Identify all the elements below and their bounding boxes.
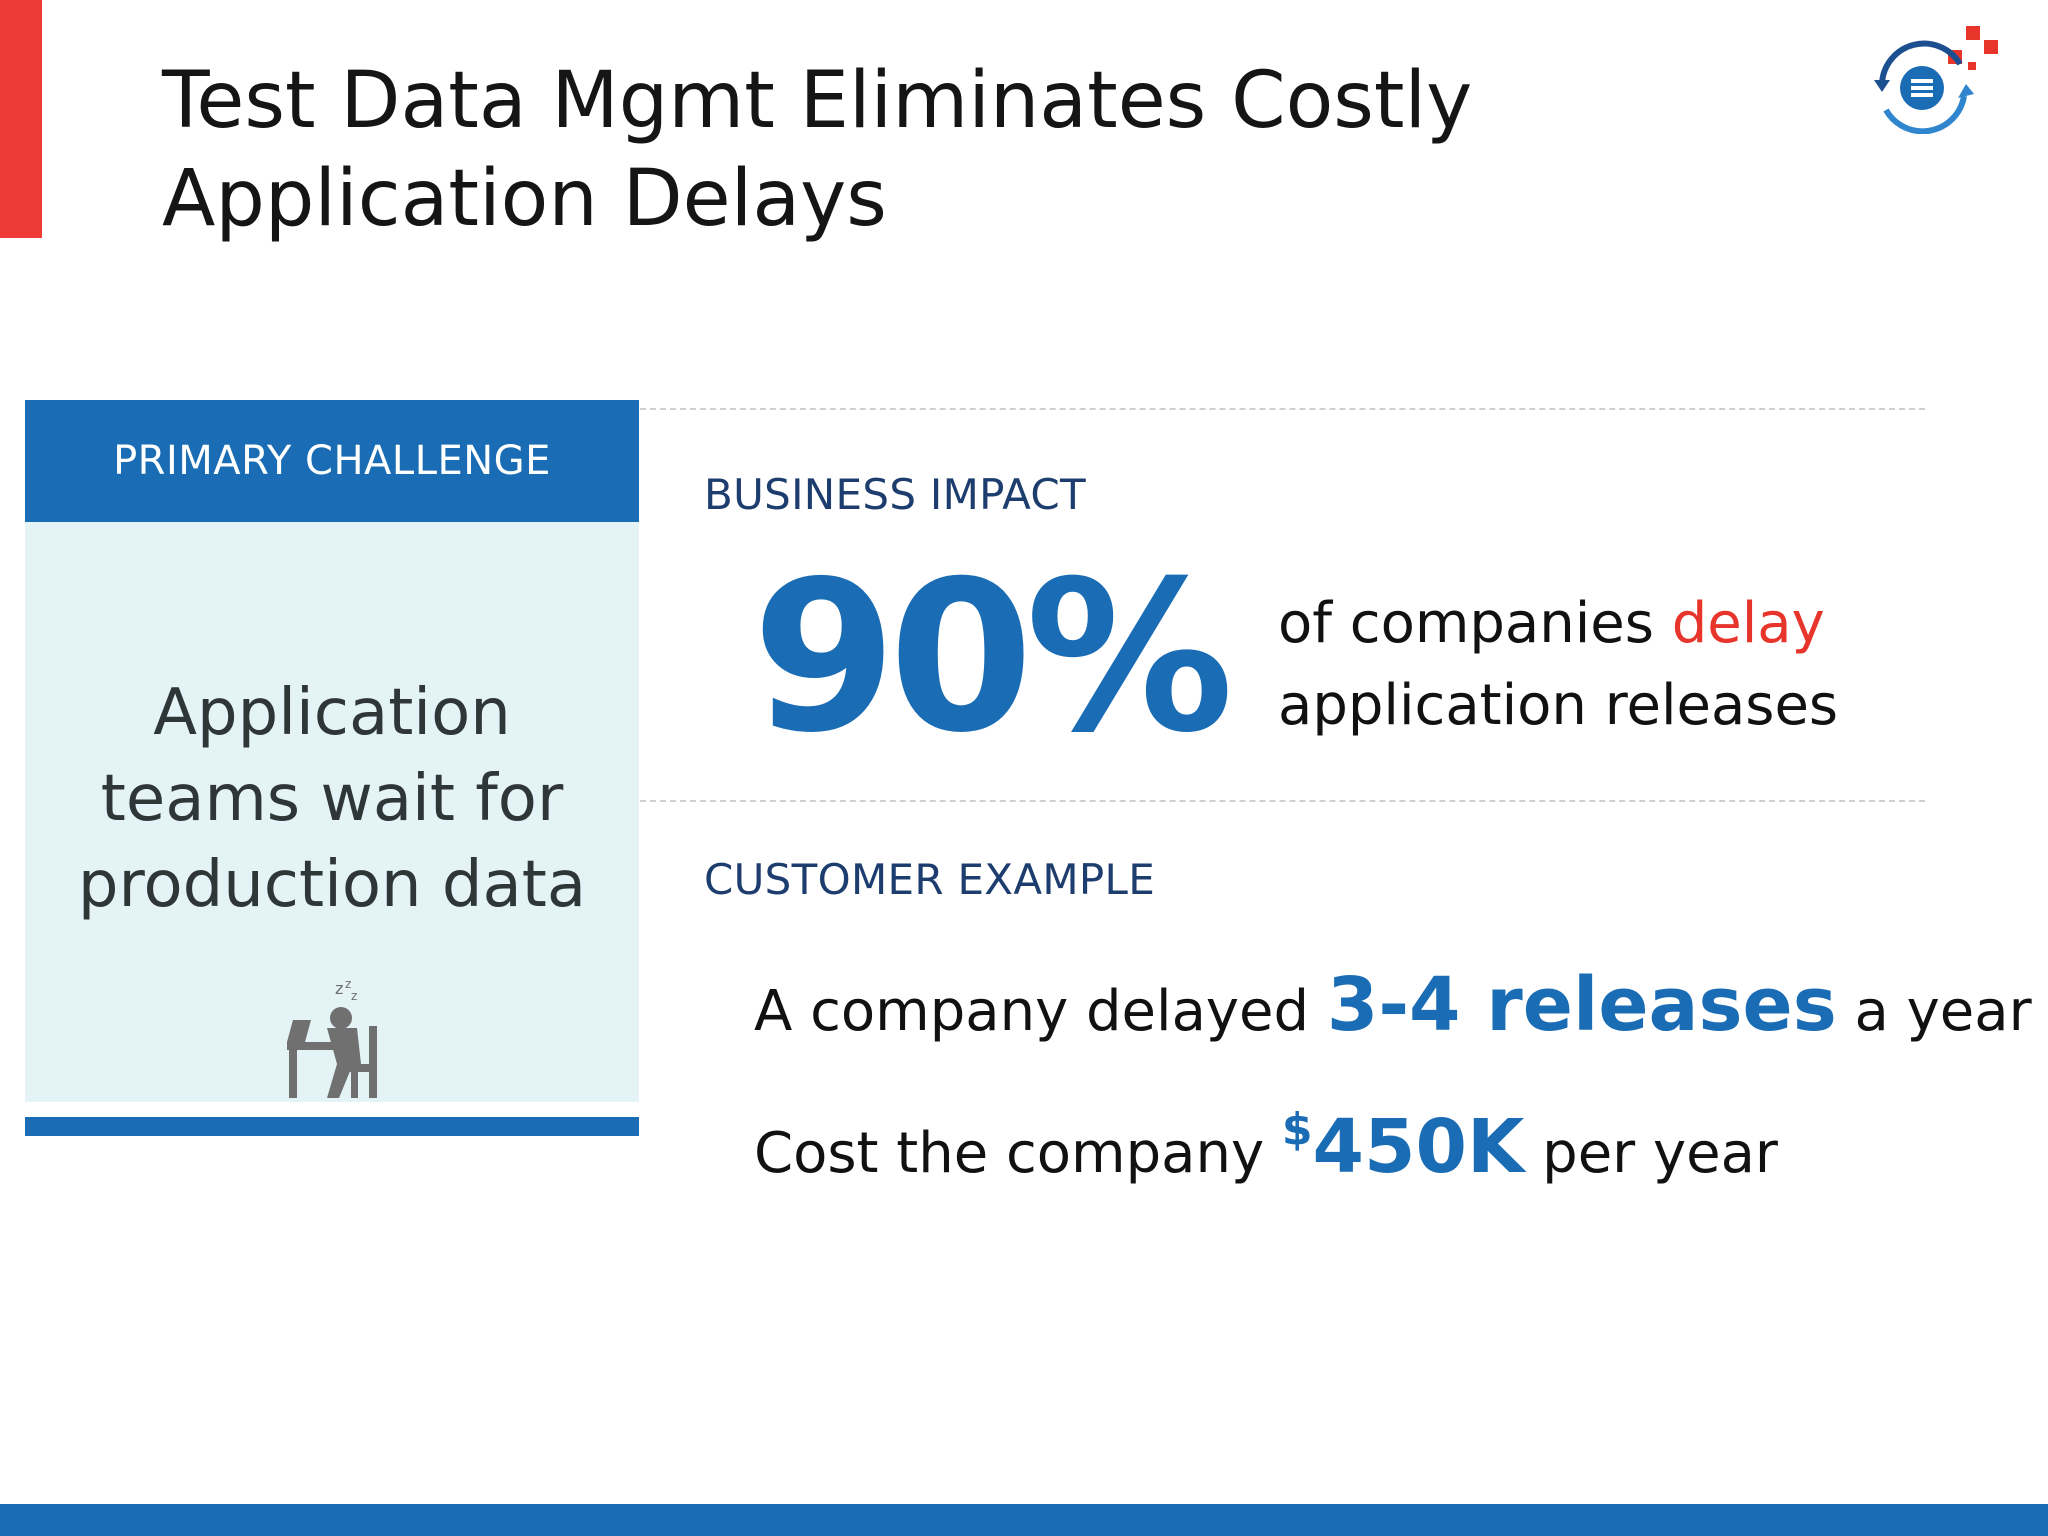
divider-middle (640, 800, 1925, 802)
customer-example-label: CUSTOMER EXAMPLE (704, 855, 1156, 904)
challenge-body: Application teams wait for production da… (25, 522, 639, 1102)
impact-description: of companies delay application releases (1278, 583, 1978, 747)
svg-text:z: z (345, 977, 351, 991)
primary-challenge-card: PRIMARY CHALLENGE Application teams wait… (25, 400, 639, 1102)
line1-highlight: 3-4 releases (1326, 962, 1837, 1048)
divider-top (640, 408, 1925, 410)
line2-currency: $ (1281, 1104, 1313, 1155)
line2-highlight: 450K (1312, 1104, 1525, 1190)
svg-text:z: z (351, 989, 357, 1003)
line2-before: Cost the company (754, 1121, 1282, 1186)
business-impact-label: BUSINESS IMPACT (704, 470, 1086, 519)
svg-text:z: z (335, 979, 343, 998)
impact-stat: 90% (752, 537, 1234, 779)
challenge-footer-bar (25, 1117, 639, 1136)
data-refresh-logo-icon (1874, 26, 1998, 134)
bottom-brand-bar (0, 1504, 2048, 1536)
line2-after: per year (1524, 1121, 1778, 1186)
impact-desc-before: of companies (1278, 591, 1672, 656)
line1-after: a year (1836, 979, 2032, 1044)
challenge-header: PRIMARY CHALLENGE (25, 400, 639, 522)
red-accent-bar (0, 0, 42, 238)
challenge-text: Application teams wait for production da… (77, 676, 587, 922)
slide-title: Test Data Mgmt Eliminates Costly Applica… (162, 56, 1473, 244)
impact-desc-highlight: delay (1671, 591, 1825, 656)
example-line-releases: A company delayed 3-4 releases a year (754, 962, 2032, 1048)
impact-desc-after: application releases (1278, 673, 1839, 738)
sleeping-worker-icon: z z z (287, 977, 377, 1098)
line1-before: A company delayed (754, 979, 1327, 1044)
example-line-cost: Cost the company $450K per year (754, 1104, 1778, 1190)
